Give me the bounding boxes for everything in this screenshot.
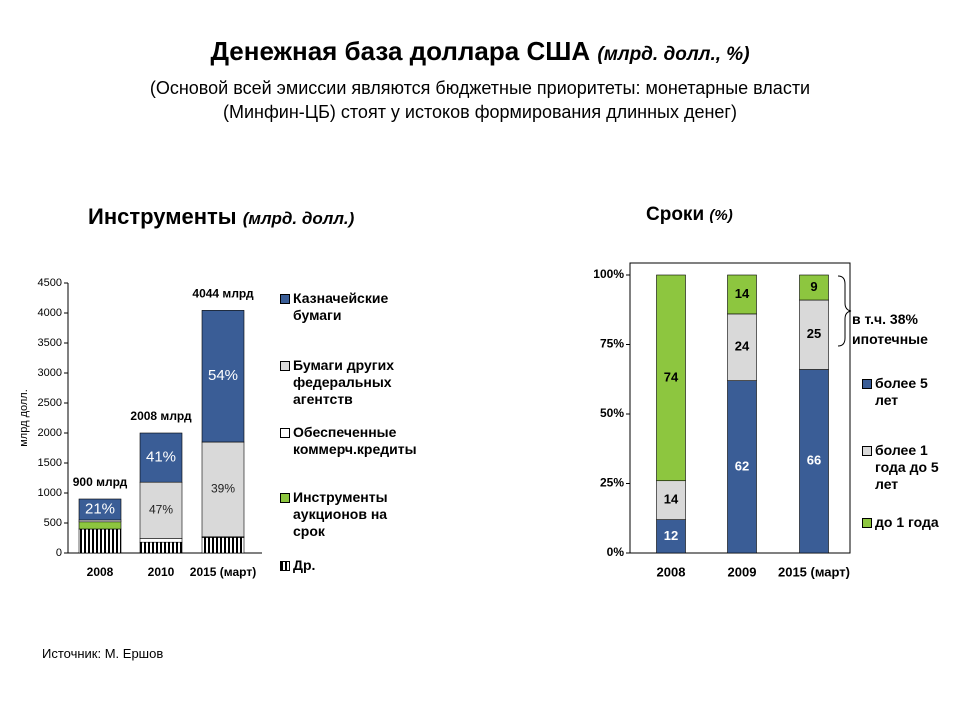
bar-segment	[78, 521, 122, 530]
y-axis-label: млрд долл.	[18, 389, 30, 447]
slide-title: Денежная база доллара США (млрд. долл., …	[0, 36, 960, 67]
y-tick-label: 50%	[600, 406, 624, 420]
bar-segment	[727, 313, 757, 381]
segment-label: 54%	[208, 367, 238, 384]
legend-text: Др.	[293, 557, 316, 573]
bar-segment	[201, 441, 245, 538]
subtitle-line: (Минфин-ЦБ) стоят у истоков формирования…	[222, 102, 737, 122]
y-tick-label: 500	[44, 517, 62, 529]
legend-item: Др.	[280, 557, 405, 574]
x-tick-label: 2015 (март)	[190, 565, 256, 579]
y-tick-label: 4500	[38, 277, 62, 289]
bar-segment	[139, 432, 183, 483]
segment-label: 47%	[149, 503, 173, 517]
legend-swatch	[280, 561, 290, 571]
legend-swatch	[862, 379, 872, 389]
right-chart-title: Сроки (%)	[646, 204, 733, 226]
bar-segment	[656, 274, 686, 482]
legend-text: до 1 года	[875, 514, 939, 530]
bar-segment	[139, 481, 183, 539]
bar-segment	[727, 380, 757, 554]
bar-segment	[78, 528, 122, 554]
data-label: 14	[664, 492, 679, 507]
data-label: 74	[664, 369, 679, 384]
chart-title: Сроки	[646, 204, 705, 225]
y-tick-label: 3500	[38, 337, 62, 349]
data-label: 24	[735, 339, 750, 354]
bar-segment	[201, 310, 245, 443]
legend-swatch	[280, 428, 290, 438]
y-tick-label: 2500	[38, 397, 62, 409]
y-tick-label: 0%	[607, 545, 625, 559]
legend-item: Инструменты аукционов на срок	[280, 489, 405, 540]
bar-segment	[139, 538, 183, 543]
title-text: Денежная база доллара США	[210, 36, 591, 66]
legend-text: более 1 года до 5 лет	[875, 442, 939, 492]
legend-item: более 5 лет	[862, 375, 952, 409]
y-tick-label: 0	[56, 547, 62, 559]
chart-title-units: (%)	[709, 207, 733, 224]
data-label: 62	[735, 458, 749, 473]
subtitle: (Основой всей эмиссии являются бюджетные…	[0, 76, 960, 124]
total-label: 900 млрд	[73, 475, 128, 489]
y-tick-label: 100%	[593, 267, 624, 281]
title-units: (млрд. долл., %)	[597, 44, 750, 65]
brace	[837, 275, 852, 347]
data-label: 66	[807, 453, 821, 468]
segment-label: 41%	[146, 449, 176, 466]
y-tick-label: 1000	[38, 487, 62, 499]
x-tick-label: 2008	[657, 564, 686, 579]
bar-segment	[799, 299, 829, 370]
legend-item: до 1 года	[862, 514, 952, 531]
legend-swatch	[280, 294, 290, 304]
annotation: в т.ч. 38% ипотечные	[852, 311, 928, 347]
legend-item: более 1 года до 5 лет	[862, 442, 952, 493]
bar-segment	[139, 541, 183, 554]
legend-item: Бумаги других федеральных агентств	[280, 357, 405, 408]
y-tick-label: 1500	[38, 457, 62, 469]
data-label: 14	[735, 286, 750, 301]
bar-segment	[656, 519, 686, 554]
bar-segment	[727, 274, 757, 315]
chart-title-units: (млрд. долл.)	[242, 209, 355, 228]
x-tick-label: 2015 (март)	[778, 564, 850, 579]
x-tick-label: 2009	[728, 564, 757, 579]
y-tick-label: 3000	[38, 367, 62, 379]
bar-segment	[78, 498, 122, 521]
segment-label: 39%	[211, 482, 235, 496]
bar-segment	[656, 480, 686, 520]
y-tick-label: 25%	[600, 476, 624, 490]
legend-text: Обеспеченные коммерч.кредиты	[293, 424, 417, 457]
source: Источник: М. Ершов	[42, 646, 164, 661]
x-tick-label: 2008	[87, 565, 114, 579]
legend-item: Обеспеченные коммерч.кредиты	[280, 424, 417, 458]
legend-swatch	[280, 493, 290, 503]
segment-label: 21%	[85, 500, 115, 517]
y-tick-label: 4000	[38, 307, 62, 319]
total-label: 2008 млрд	[130, 409, 192, 423]
legend-item: Казначейские бумаги	[280, 290, 405, 324]
legend-text: Казначейские бумаги	[293, 290, 389, 323]
legend-swatch	[862, 446, 872, 456]
bar-segment	[799, 274, 829, 301]
data-label: 25	[807, 326, 821, 341]
data-label: 9	[810, 279, 817, 294]
y-tick-label: 75%	[600, 337, 624, 351]
left-chart-title: Инструменты (млрд. долл.)	[88, 202, 358, 234]
total-label: 4044 млрд	[192, 287, 254, 301]
bar-segment	[201, 537, 245, 554]
legend-text: Бумаги других федеральных агентств	[293, 357, 395, 407]
legend-text: более 5 лет	[875, 375, 928, 408]
y-tick-label: 2000	[38, 427, 62, 439]
legend-swatch	[862, 518, 872, 528]
chart-title: Инструменты	[88, 204, 237, 229]
legend-swatch	[280, 361, 290, 371]
subtitle-line: (Основой всей эмиссии являются бюджетные…	[149, 78, 811, 98]
legend-text: Инструменты аукционов на срок	[293, 489, 388, 539]
x-tick-label: 2010	[148, 565, 175, 579]
data-label: 12	[664, 528, 678, 543]
